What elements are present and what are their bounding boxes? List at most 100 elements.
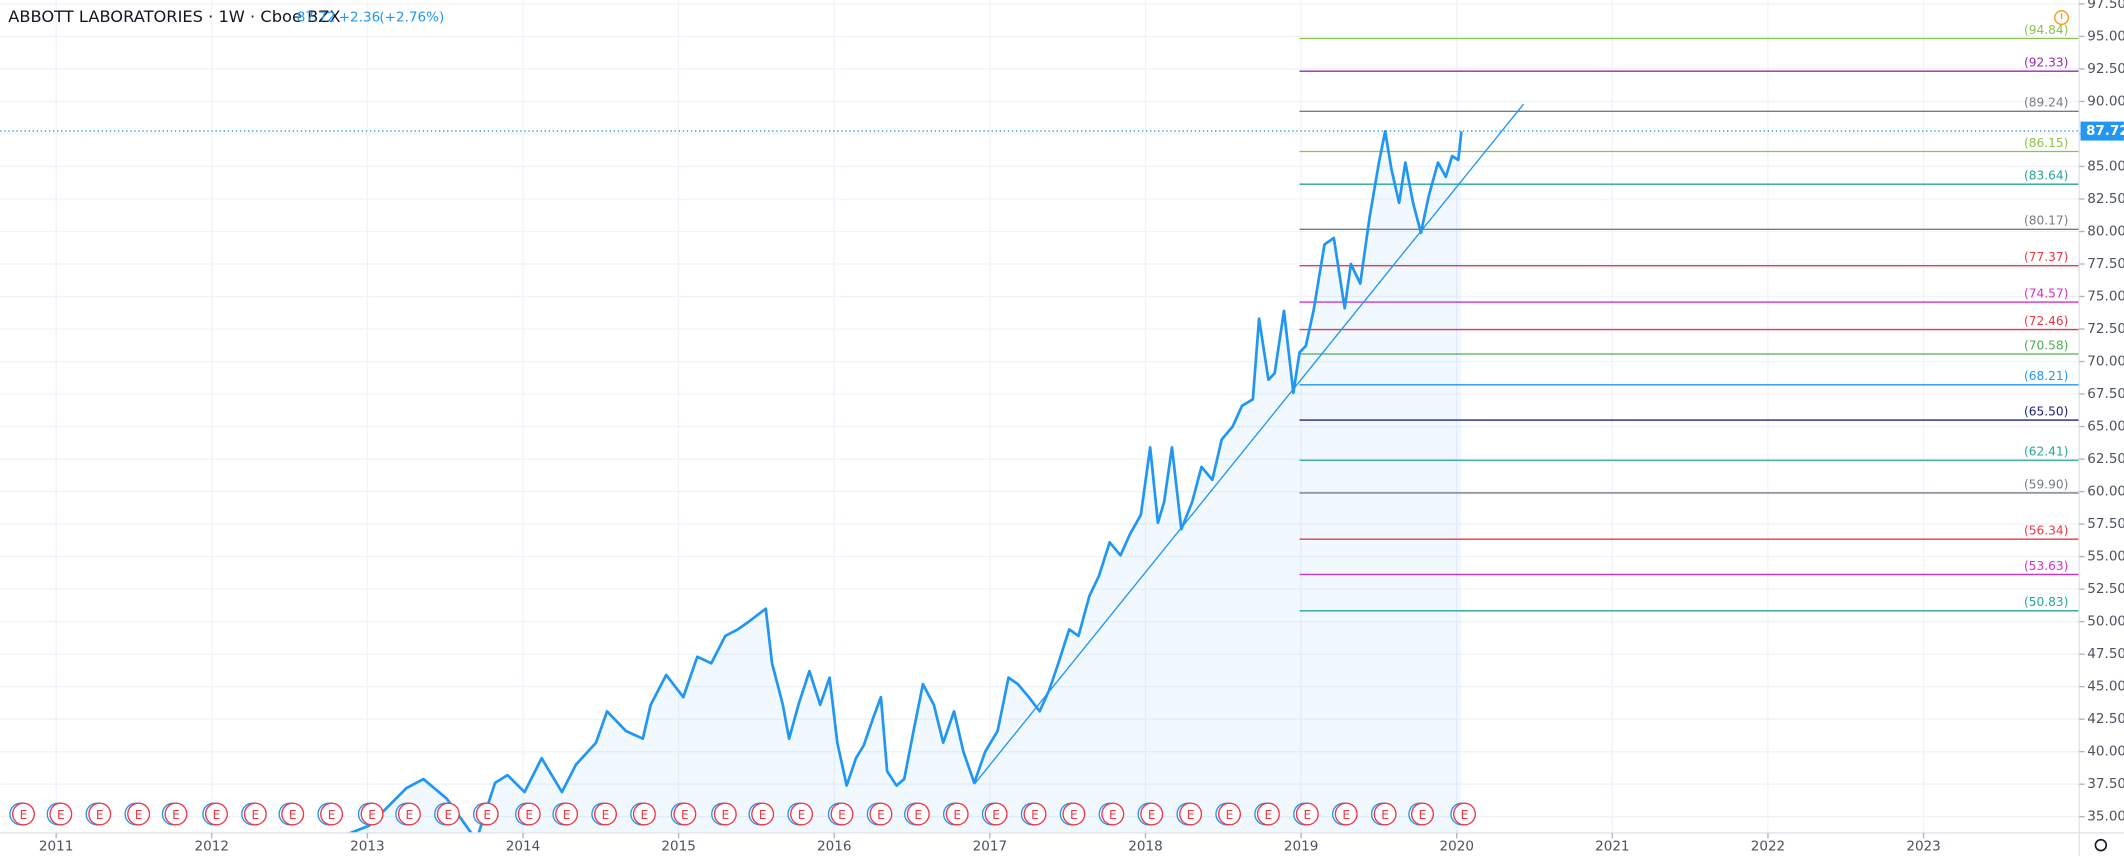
earnings-marker[interactable] xyxy=(713,802,737,826)
earnings-marker[interactable] xyxy=(593,802,617,826)
earnings-label: E xyxy=(838,808,846,822)
earnings-label: E xyxy=(1419,808,1427,822)
x-tick-label: 2013 xyxy=(350,839,384,855)
level-label: (56.34) xyxy=(2024,524,2068,538)
y-tick-label: 90.00 xyxy=(2087,93,2124,109)
y-tick-label: 75.00 xyxy=(2087,289,2124,305)
x-tick-label: 2015 xyxy=(661,839,695,855)
earnings-marker[interactable] xyxy=(11,802,35,826)
earnings-marker[interactable] xyxy=(1023,802,1047,826)
y-tick-label: 35.00 xyxy=(2087,809,2124,825)
x-tick-label: 2022 xyxy=(1751,839,1785,855)
earnings-label: E xyxy=(914,808,922,822)
earnings-marker[interactable] xyxy=(1256,802,1280,826)
earnings-marker[interactable] xyxy=(1140,802,1164,826)
plot-area: (94.84) (92.33) (89.24) (86.15) (83.64) (80.1… xyxy=(0,23,2080,833)
x-tick-label: 2012 xyxy=(195,839,229,855)
earnings-marker[interactable] xyxy=(397,802,421,826)
earnings-marker[interactable] xyxy=(1334,802,1358,826)
y-tick-label: 65.00 xyxy=(2087,419,2124,435)
earnings-label: E xyxy=(992,808,1000,822)
alert-icon[interactable] xyxy=(2054,10,2070,26)
earnings-label: E xyxy=(1342,808,1350,822)
level-label: (50.83) xyxy=(2024,595,2068,609)
earnings-marker[interactable] xyxy=(436,802,460,826)
y-tick-label: 42.50 xyxy=(2087,711,2124,727)
level-label: (59.90) xyxy=(2024,477,2068,491)
earnings-marker[interactable] xyxy=(984,802,1008,826)
earnings-marker[interactable] xyxy=(1101,802,1125,826)
earnings-marker[interactable] xyxy=(906,802,930,826)
price-line xyxy=(346,130,1463,833)
earnings-label: E xyxy=(483,808,491,822)
earnings-marker[interactable] xyxy=(1452,802,1477,826)
earnings-marker[interactable] xyxy=(790,802,814,826)
level-label: (92.33) xyxy=(2024,56,2068,70)
earnings-marker[interactable] xyxy=(243,802,267,826)
level-label: (68.21) xyxy=(2024,369,2068,383)
earnings-label: E xyxy=(20,808,28,822)
earnings-label: E xyxy=(1265,808,1273,822)
y-tick-label: 40.00 xyxy=(2087,744,2124,760)
earnings-marker[interactable] xyxy=(1295,802,1319,826)
earnings-marker[interactable] xyxy=(632,802,656,826)
earnings-label: E xyxy=(1148,808,1156,822)
earnings-marker[interactable] xyxy=(945,802,969,826)
earnings-label: E xyxy=(135,808,143,822)
earnings-label: E xyxy=(368,808,376,822)
y-tick-label: 72.50 xyxy=(2087,321,2124,337)
y-tick-label: 67.50 xyxy=(2087,386,2124,402)
earnings-marker[interactable] xyxy=(281,802,305,826)
earnings-marker[interactable] xyxy=(88,802,112,826)
earnings-label: E xyxy=(877,808,885,822)
trendline xyxy=(973,103,1525,785)
level-label: (74.57) xyxy=(2024,286,2068,300)
earnings-marker[interactable] xyxy=(1062,802,1086,826)
level-label: (83.64) xyxy=(2024,169,2068,183)
y-tick-label: 85.00 xyxy=(2087,158,2124,174)
earnings-marker[interactable] xyxy=(360,802,384,826)
axes: 35.00 37.50 40.00 42.50 45.00 47.50 50.00 52.50… xyxy=(39,0,2124,855)
earnings-marker[interactable] xyxy=(869,802,893,826)
earnings-marker[interactable] xyxy=(555,802,579,826)
earnings-label: E xyxy=(563,808,571,822)
earnings-label: E xyxy=(759,808,767,822)
level-label: (86.15) xyxy=(2024,136,2068,150)
earnings-label: E xyxy=(406,808,414,822)
earnings-label: E xyxy=(1031,808,1039,822)
earnings-marker[interactable] xyxy=(1217,802,1242,826)
settings-icon[interactable] xyxy=(2094,838,2108,852)
y-tick-label: 55.00 xyxy=(2087,549,2124,565)
earnings-label: E xyxy=(289,808,297,822)
earnings-marker[interactable] xyxy=(204,802,228,826)
y-tick-label: 52.50 xyxy=(2087,581,2124,597)
earnings-marker[interactable] xyxy=(1410,802,1434,826)
earnings-marker[interactable] xyxy=(751,802,775,826)
last-price: 87.72 xyxy=(297,10,336,26)
x-tick-label: 2018 xyxy=(1128,839,1162,855)
earnings-marker[interactable] xyxy=(1373,802,1397,826)
earnings-label: E xyxy=(213,808,221,822)
earnings-marker[interactable] xyxy=(320,802,344,826)
earnings-label: E xyxy=(721,808,729,822)
earnings-marker[interactable] xyxy=(1179,802,1203,826)
earnings-marker[interactable] xyxy=(673,802,697,826)
earnings-marker[interactable] xyxy=(517,802,541,826)
earnings-marker[interactable] xyxy=(164,802,188,826)
earnings-label: E xyxy=(953,808,961,822)
earnings-marker[interactable] xyxy=(475,802,499,826)
earnings-marker[interactable] xyxy=(127,802,151,826)
earnings-label: E xyxy=(681,808,689,822)
y-tick-label: 62.50 xyxy=(2087,451,2124,467)
level-label: (70.58) xyxy=(2024,338,2068,352)
earnings-label: E xyxy=(1226,808,1234,822)
earnings-label: E xyxy=(1109,808,1117,822)
earnings-marker[interactable] xyxy=(49,802,73,826)
earnings-label: E xyxy=(57,808,65,822)
level-label: (72.46) xyxy=(2024,314,2068,328)
level-label: (77.37) xyxy=(2024,250,2068,264)
earnings-label: E xyxy=(641,808,649,822)
earnings-marker[interactable] xyxy=(830,802,854,826)
last-price-label: 87.72 xyxy=(2086,123,2124,139)
